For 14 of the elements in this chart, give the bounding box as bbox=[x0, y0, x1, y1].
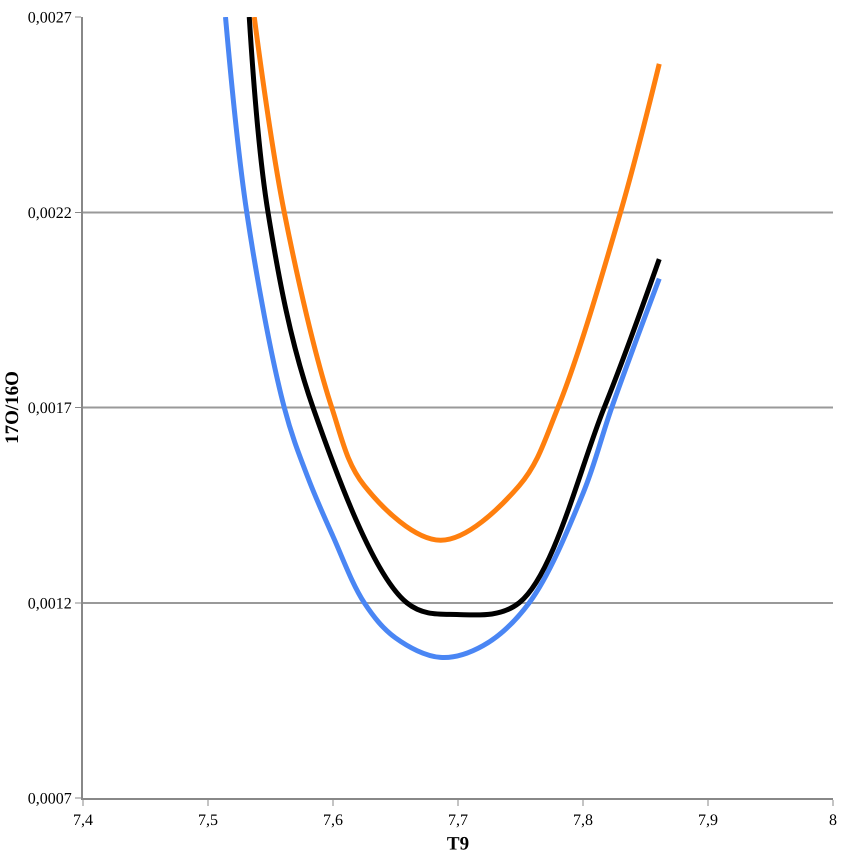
y-tick-label: 0,0007 bbox=[28, 790, 72, 808]
x-tick-label: 7,5 bbox=[198, 812, 218, 830]
x-tick-label: 7,6 bbox=[323, 812, 343, 830]
y-tick-label: 0,0027 bbox=[28, 10, 72, 27]
y-tick-label: 0,0017 bbox=[28, 400, 72, 418]
y-axis-title: 17O/16O bbox=[2, 371, 24, 444]
y-tick-label: 0,0012 bbox=[28, 595, 72, 612]
x-tick-label: 7,4 bbox=[73, 812, 93, 830]
x-tick-label: 7,7 bbox=[448, 812, 468, 830]
y-tick-label: 0,0022 bbox=[28, 204, 72, 222]
x-tick-label: 7,8 bbox=[573, 812, 593, 830]
x-tick-label: 8 bbox=[829, 812, 837, 830]
x-axis-title: T9 bbox=[446, 834, 470, 854]
x-tick-label: 7,9 bbox=[698, 812, 718, 830]
